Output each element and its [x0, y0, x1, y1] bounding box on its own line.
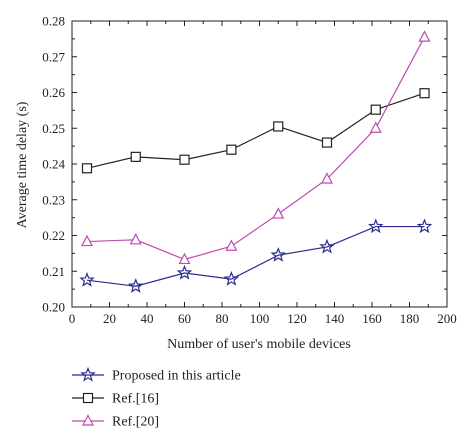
data-point — [81, 163, 93, 174]
x-tick-label: 200 — [437, 311, 457, 326]
data-point — [418, 30, 431, 42]
plot-area — [79, 30, 433, 293]
series-2 — [81, 88, 430, 174]
data-point — [319, 238, 335, 254]
data-point — [176, 264, 193, 280]
data-point — [370, 104, 381, 115]
y-tick-label: 0.27 — [42, 49, 65, 64]
x-tick-label: 20 — [103, 311, 116, 326]
legend-label: Ref.[20] — [112, 415, 159, 430]
series-1 — [79, 218, 433, 293]
x-tick-label: 60 — [178, 311, 191, 326]
data-point — [179, 154, 190, 165]
data-point — [130, 151, 141, 162]
y-axis-label: Average time delay (s) — [15, 101, 30, 228]
data-point — [225, 239, 238, 251]
series-line — [86, 92, 425, 169]
legend-marker — [82, 414, 94, 426]
y-tick-label: 0.25 — [42, 121, 65, 136]
data-point — [321, 137, 333, 148]
data-point — [79, 272, 95, 287]
x-tick-label: 120 — [287, 311, 307, 326]
y-tick-label: 0.20 — [42, 300, 65, 315]
legend: Proposed in this article Ref.[16] Ref.[20] — [72, 366, 241, 430]
data-point — [419, 88, 430, 99]
legend-entry-1: Proposed in this article — [72, 366, 241, 384]
legend-entry-3: Ref.[20] — [72, 414, 159, 430]
legend-marker — [82, 392, 94, 404]
series-line — [86, 225, 425, 287]
x-tick-label: 0 — [69, 311, 76, 326]
data-point — [367, 218, 384, 234]
data-point — [416, 218, 433, 234]
y-tick-label: 0.28 — [42, 14, 65, 29]
axes: 0 20 40 60 80 100 120 140 160 180 200 0.20 0.21 0.22 0… — [42, 14, 457, 327]
data-point — [270, 247, 287, 262]
y-tick-label: 0.21 — [42, 264, 65, 279]
y-tick-label: 0.22 — [42, 228, 65, 243]
data-point — [273, 121, 284, 132]
data-point — [223, 270, 240, 286]
data-point — [272, 207, 285, 219]
legend-marker — [80, 366, 96, 382]
series-line — [86, 36, 426, 261]
legend-label: Proposed in this article — [112, 369, 241, 384]
data-point — [178, 252, 191, 265]
x-tick-label: 40 — [141, 311, 154, 326]
x-tick-label: 100 — [250, 311, 270, 326]
x-tick-label: 140 — [325, 311, 345, 326]
data-point — [129, 233, 142, 245]
x-tick-label: 80 — [216, 311, 229, 326]
data-point — [226, 144, 237, 155]
y-tick-label: 0.24 — [42, 157, 65, 172]
data-point — [369, 121, 382, 133]
data-point — [127, 278, 144, 293]
x-tick-label: 160 — [362, 311, 382, 326]
x-tick-label: 180 — [400, 311, 420, 326]
legend-label: Ref.[16] — [112, 392, 159, 407]
data-point — [81, 234, 93, 247]
legend-entry-2: Ref.[16] — [72, 392, 159, 407]
x-axis-label: Number of user's mobile devices — [167, 337, 351, 352]
data-point — [321, 172, 333, 184]
series-3 — [81, 30, 431, 265]
y-tick-label: 0.26 — [42, 85, 65, 100]
y-tick-label: 0.23 — [42, 192, 65, 207]
